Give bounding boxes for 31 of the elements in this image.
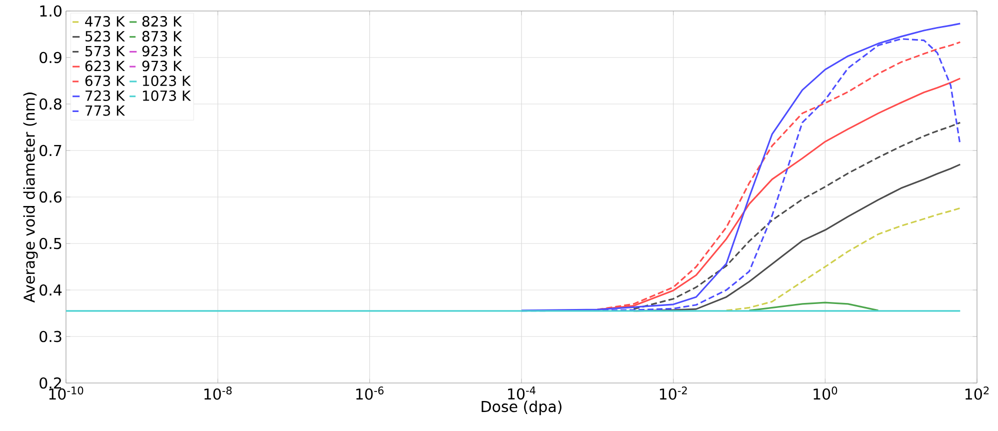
x-tick-label: 10$^{-2}$ — [660, 386, 687, 400]
legend-label: 623 K — [85, 60, 126, 72]
legend-label: 773 K — [86, 105, 126, 116]
legend-label: 823 K — [142, 16, 182, 27]
legend-label: 973 K — [142, 60, 182, 72]
y-tick-label: 0.7 — [40, 144, 62, 156]
legend-label: 523 K — [86, 30, 126, 42]
x-tick-label: 10$^{-10}$ — [49, 386, 84, 400]
x-tick-label: 10$^{-6}$ — [356, 386, 384, 400]
legend-label: 573 K — [86, 46, 126, 56]
y-tick-label: 1.0 — [40, 5, 62, 17]
x-tick-label: 10$^{-4}$ — [508, 386, 536, 400]
x-axis-title: Dose (dpa) — [482, 400, 562, 416]
legend-label: 473 K — [85, 16, 126, 27]
y-tick-label: 0.5 — [40, 238, 62, 250]
legend-label: 873 K — [142, 30, 182, 42]
x-tick-label: 10$^{0}$ — [814, 386, 838, 400]
y-tick-label: 0.2 — [40, 377, 61, 389]
y-axis-title: Average void diameter (nm) — [23, 92, 38, 303]
y-tick-label: 0.3 — [40, 330, 62, 342]
legend-label: 723 K — [86, 90, 126, 101]
x-tick-label: 10$^{-8}$ — [204, 386, 232, 400]
y-tick-label: 0.6 — [40, 191, 62, 203]
legend-label: 673 K — [85, 76, 126, 86]
legend-label: 1073 K — [142, 90, 191, 101]
legend-label: 923 K — [142, 46, 182, 56]
x-tick-label: 10$^{2}$ — [966, 386, 989, 400]
y-tick-label: 0.9 — [40, 52, 62, 64]
y-tick-label: 0.4 — [40, 284, 62, 296]
y-tick-label: 0.8 — [40, 98, 62, 110]
legend-label: 1023 K — [142, 76, 191, 86]
